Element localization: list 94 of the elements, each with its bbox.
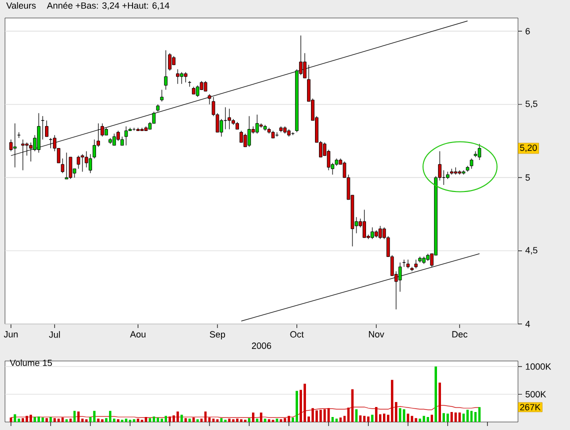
- chart-title: Volume 15: [10, 359, 52, 366]
- bar: [296, 390, 298, 422]
- x-axis-title: 2006: [252, 342, 272, 349]
- candlestick: [474, 150, 478, 158]
- candlestick: [80, 154, 84, 172]
- x-tick-label: Dec: [452, 331, 468, 338]
- candlestick: [41, 116, 44, 140]
- bar: [180, 414, 183, 422]
- candlestick: [255, 114, 259, 134]
- x-tick-label: Jul: [49, 331, 60, 338]
- chart-title: Valeurs: [6, 2, 36, 9]
- candlestick: [470, 158, 474, 170]
- candlestick: [48, 138, 52, 149]
- candlestick: [240, 130, 243, 143]
- bar: [434, 366, 437, 422]
- candlestick: [124, 126, 128, 146]
- x-tick-label: Jun: [4, 331, 18, 338]
- candlestick: [248, 116, 251, 148]
- bar: [458, 412, 461, 422]
- candlestick: [45, 120, 48, 137]
- bar: [220, 418, 223, 422]
- candlestick: [64, 152, 68, 180]
- candlestick: [100, 123, 104, 137]
- bar: [371, 414, 374, 422]
- candlestick: [68, 156, 72, 180]
- y-tick-label: 5,5: [526, 100, 538, 108]
- x-tick-label: Sep: [210, 331, 226, 340]
- candlestick: [414, 259, 418, 269]
- candlestick: [478, 144, 482, 160]
- bar: [363, 416, 366, 422]
- bar: [42, 418, 44, 422]
- y-tick-label: 4: [525, 320, 530, 328]
- bar: [196, 419, 199, 422]
- bar: [124, 418, 128, 422]
- candlestick: [88, 154, 92, 174]
- y-tick-label: 4,5: [525, 247, 538, 254]
- bar: [359, 415, 362, 422]
- bar: [248, 418, 250, 422]
- text: 267K: [520, 404, 541, 410]
- candlestick: [224, 107, 228, 130]
- bar: [355, 409, 358, 422]
- bar: [367, 416, 370, 422]
- candlestick: [244, 133, 247, 148]
- candlestick: [84, 150, 88, 168]
- candlestick: [160, 89, 164, 102]
- bar: [14, 414, 16, 422]
- bar: [38, 416, 40, 422]
- x-tick-label: Oct: [290, 331, 304, 338]
- y-tick-label: 500K: [526, 391, 546, 398]
- candlestick: [220, 118, 224, 137]
- bar: [442, 413, 445, 422]
- bar: [256, 418, 258, 422]
- bar: [132, 419, 136, 422]
- candlestick: [378, 226, 382, 240]
- x-tick-label: Nov: [368, 331, 384, 338]
- bar: [466, 410, 469, 422]
- text: 5,20: [520, 144, 537, 152]
- x-tick-label: Aou: [130, 331, 146, 338]
- bar: [462, 414, 465, 422]
- candlestick: [184, 72, 188, 83]
- candlestick: [92, 139, 96, 159]
- bar: [446, 414, 449, 422]
- candlestick: [9, 139, 13, 152]
- candlestick: [204, 80, 208, 92]
- candlestick: [180, 72, 184, 84]
- bar: [450, 412, 453, 422]
- bar: [331, 416, 334, 422]
- candlestick: [112, 133, 116, 146]
- bar: [93, 410, 96, 422]
- bar: [188, 418, 191, 422]
- y-tick-label: 5: [526, 174, 530, 181]
- candlestick: [76, 155, 80, 170]
- candlestick: [303, 52, 306, 78]
- bar: [34, 416, 36, 422]
- candlestick: [228, 108, 232, 130]
- bar: [101, 419, 104, 422]
- bar: [454, 412, 457, 422]
- y-tick-label: 1000K: [526, 363, 552, 370]
- candlestick: [37, 112, 40, 153]
- candlestick: [398, 262, 402, 292]
- candlestick: [362, 209, 366, 238]
- bar: [264, 418, 266, 422]
- chart-subtitle: Année +Bas: 3,24 +Haut: 6,14: [46, 2, 170, 10]
- candlestick: [168, 52, 172, 71]
- candlestick: [370, 227, 374, 240]
- candlestick: [116, 130, 120, 142]
- candlestick: [176, 68, 180, 84]
- y-tick-label: 6: [526, 28, 530, 34]
- candlestick: [406, 259, 410, 269]
- bar: [65, 419, 68, 422]
- candlestick: [164, 50, 168, 90]
- bar: [398, 408, 402, 422]
- bar: [49, 416, 52, 422]
- candlestick: [196, 85, 200, 98]
